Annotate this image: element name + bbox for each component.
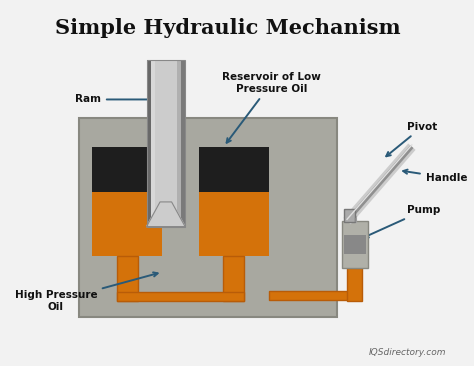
FancyBboxPatch shape	[269, 291, 355, 300]
FancyBboxPatch shape	[117, 292, 245, 301]
FancyBboxPatch shape	[177, 60, 181, 227]
Text: Reservoir of Low
Pressure Oil: Reservoir of Low Pressure Oil	[222, 72, 321, 143]
Text: High Pressure
Oil: High Pressure Oil	[15, 272, 158, 312]
FancyBboxPatch shape	[155, 60, 177, 227]
FancyBboxPatch shape	[344, 209, 355, 222]
FancyBboxPatch shape	[344, 235, 365, 254]
Text: Pivot: Pivot	[386, 122, 438, 156]
FancyBboxPatch shape	[79, 117, 337, 317]
Text: Ram: Ram	[75, 94, 157, 104]
FancyBboxPatch shape	[117, 255, 138, 301]
Text: IQSdirectory.com: IQSdirectory.com	[368, 348, 446, 357]
FancyBboxPatch shape	[223, 255, 245, 301]
FancyBboxPatch shape	[92, 147, 163, 193]
FancyBboxPatch shape	[151, 60, 155, 227]
FancyBboxPatch shape	[181, 60, 185, 227]
FancyBboxPatch shape	[199, 193, 269, 255]
FancyBboxPatch shape	[347, 268, 362, 301]
Text: Pump: Pump	[364, 205, 441, 238]
Polygon shape	[146, 202, 185, 227]
Text: Simple Hydraulic Mechanism: Simple Hydraulic Mechanism	[55, 18, 401, 38]
FancyBboxPatch shape	[342, 221, 368, 268]
Text: Handle: Handle	[403, 169, 467, 183]
FancyBboxPatch shape	[146, 60, 151, 227]
FancyBboxPatch shape	[199, 147, 269, 193]
FancyBboxPatch shape	[92, 193, 163, 255]
